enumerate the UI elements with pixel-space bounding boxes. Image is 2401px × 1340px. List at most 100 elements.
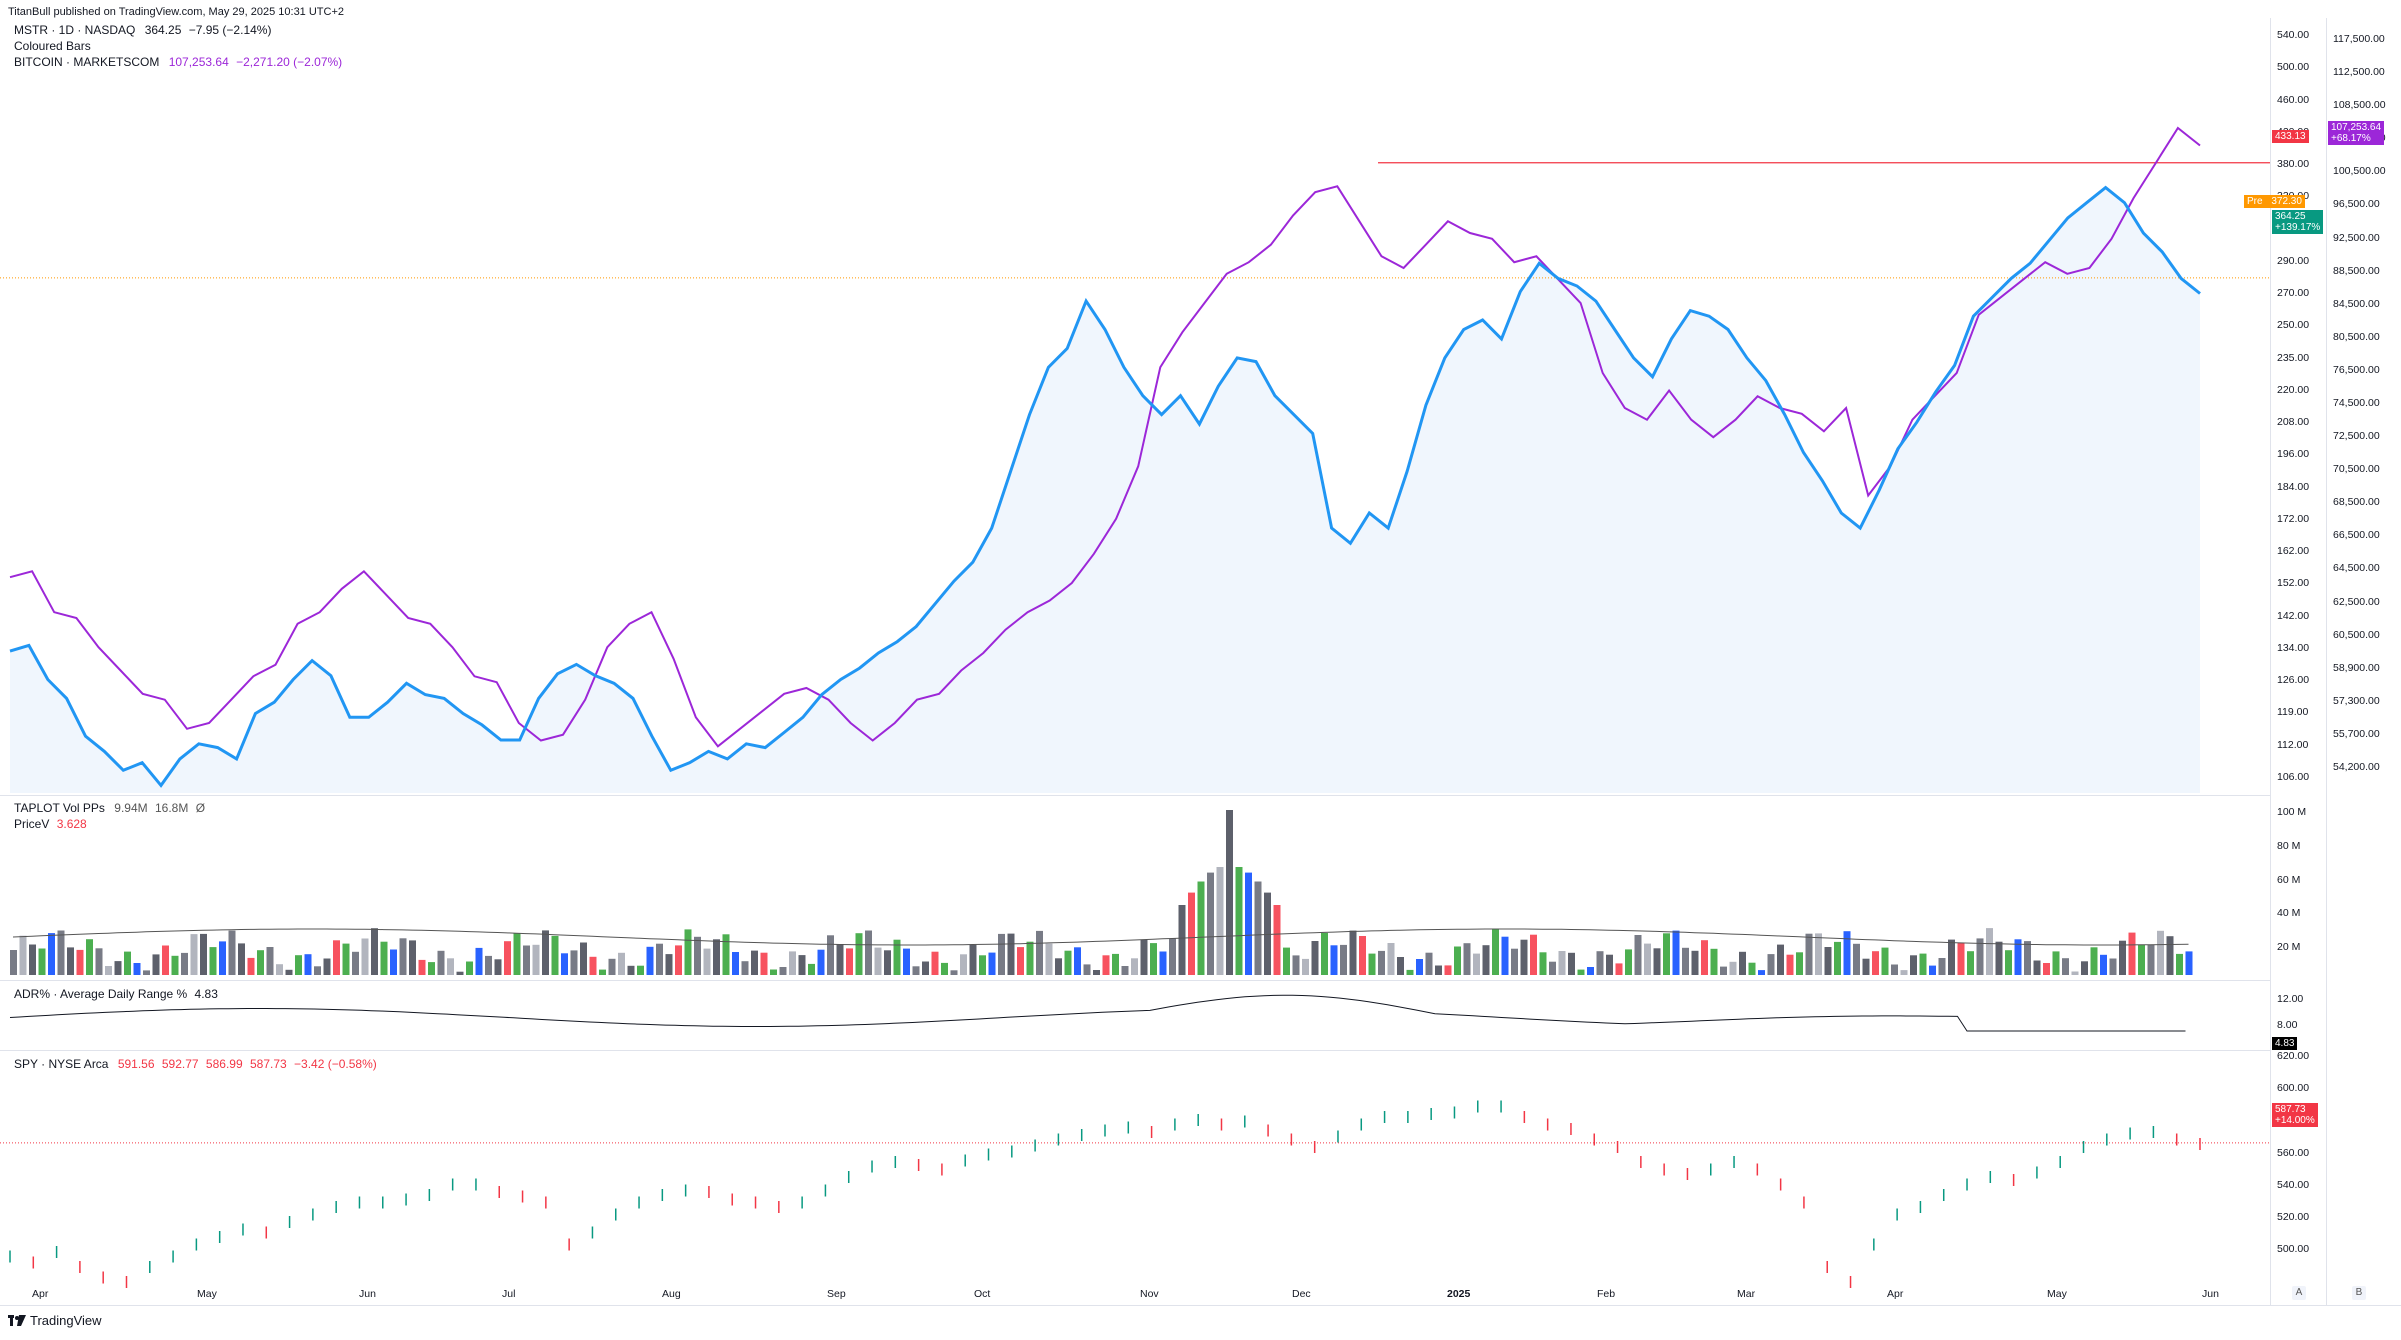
spy-close: 587.73 [249, 1057, 287, 1071]
volume-bar [475, 947, 483, 975]
time-tick-label: Dec [1292, 1288, 1311, 1300]
volume-bar [1359, 936, 1366, 975]
axis-tick-label: 40 M [2277, 907, 2301, 920]
volume-bar [1064, 950, 1072, 975]
volume-bar [1283, 947, 1290, 975]
volume-bar [1292, 955, 1300, 975]
volume-bar [1777, 944, 1784, 975]
axis-tick-label: 55,700.00 [2333, 727, 2380, 740]
volume-bar [1796, 952, 1803, 975]
volume-bar [1929, 965, 1936, 975]
volume-legend[interactable]: TAPLOT Vol PPs 9.94M 16.8M Ø [14, 800, 205, 816]
axis-tick-label: 117,500.00 [2333, 33, 2385, 45]
time-tick-label: Jun [359, 1288, 376, 1300]
volume-bar [1045, 943, 1053, 975]
volume-bar [1644, 943, 1651, 975]
volume-bar [2128, 932, 2136, 975]
adr-value: 4.83 [194, 987, 218, 1001]
adr-legend[interactable]: ADR% · Average Daily Range % 4.83 [14, 986, 218, 1002]
btc-price-line[interactable] [9, 126, 2201, 748]
volume-bar [979, 955, 986, 975]
volume-bar [1919, 953, 1927, 975]
overlay-legend[interactable]: BITCOIN · MARKETSCOM 107,253.64 −2,271.2… [14, 54, 342, 70]
volume-bar [29, 944, 36, 975]
volume-chart[interactable] [0, 795, 2270, 980]
chart-style-label[interactable]: Coloured Bars [14, 39, 91, 53]
right-price-axis[interactable]: 117,500.00112,500.00108,500.00104,500.00… [2326, 18, 2401, 1305]
pricev-legend[interactable]: PriceV 3.628 [14, 816, 87, 832]
volume-bar [599, 969, 606, 975]
volume-bar [124, 951, 131, 975]
volume-bar [1824, 947, 1832, 975]
volume-bar [532, 944, 540, 975]
pane-separator[interactable] [0, 980, 2401, 981]
tradingview-logo[interactable]: TradingView [8, 1313, 102, 1328]
volume-bar [2024, 941, 2031, 975]
volume-bar [2119, 940, 2126, 975]
volume-bar [57, 930, 65, 975]
volume-bar [1748, 962, 1756, 975]
axis-tick-label: 134.00 [2277, 641, 2310, 654]
volume-v3: Ø [195, 801, 206, 815]
auto-scale-button-a[interactable]: A [2292, 1286, 2306, 1300]
volume-bar [922, 961, 929, 975]
volume-bar [941, 962, 948, 975]
axis-tick-label: 152.00 [2277, 577, 2310, 590]
adr-chart[interactable] [0, 980, 2270, 1050]
time-tick-label: Sep [827, 1288, 846, 1300]
time-axis[interactable]: Apr May Jun Jul Aug Sep Oct Nov Dec 2025 Feb Mar Apr… [0, 1284, 2270, 1304]
mstr-price-line[interactable] [9, 185, 2201, 788]
time-tick-label: Mar [1737, 1288, 1756, 1300]
volume-bar [1235, 867, 1243, 975]
axis-tick-label: 60,500.00 [2333, 628, 2380, 641]
volume-bar [266, 947, 274, 975]
volume-bar [371, 928, 378, 975]
axis-tick-label: 500.00 [2277, 1243, 2310, 1255]
volume-bar [2033, 960, 2041, 975]
tradingview-logo-text: TradingView [30, 1313, 102, 1328]
spy-legend[interactable]: SPY · NYSE Arca 591.56 592.77 586.99 587… [14, 1056, 377, 1072]
volume-bar [893, 939, 901, 975]
volume-bar [1463, 943, 1471, 975]
volume-bar [637, 965, 644, 975]
volume-bar [390, 949, 397, 975]
volume-bar [1112, 953, 1119, 975]
volume-bar [1634, 935, 1642, 975]
volume-bar [760, 952, 768, 975]
volume-bar [162, 945, 169, 975]
btc-price-pct: +68.17% [2331, 133, 2371, 144]
axis-tick-label: 80 M [2277, 839, 2301, 852]
volume-bar [1739, 951, 1746, 975]
volume-bar [1615, 963, 1623, 975]
volume-bar [1910, 955, 1917, 975]
axis-tick-label: 119.00 [2277, 706, 2309, 719]
volume-bar [551, 935, 559, 975]
axis-tick-label: 64,500.00 [2333, 562, 2380, 575]
volume-bar [95, 948, 103, 975]
volume-bar [513, 933, 521, 975]
time-tick-label: Nov [1140, 1288, 1159, 1300]
spy-label: SPY · NYSE Arca [14, 1057, 109, 1071]
premarket-tag-value: 372.30 [2271, 196, 2302, 207]
volume-bar [1207, 872, 1214, 975]
volume-bar [2014, 939, 2022, 975]
volume-bar [247, 957, 255, 975]
volume-bar [143, 970, 150, 975]
pane-separator[interactable] [0, 795, 2401, 796]
spy-chart[interactable] [0, 1050, 2270, 1305]
main-legend-symbol[interactable]: MSTR · 1D · NASDAQ 364.25 −7.95 (−2.14%) [14, 22, 271, 38]
axis-tick-label: 112.00 [2277, 738, 2309, 751]
volume-bar [19, 935, 27, 975]
volume-bar [304, 954, 312, 975]
volume-bar [1188, 892, 1195, 975]
auto-scale-button-b[interactable]: B [2352, 1286, 2366, 1300]
main-price-chart[interactable] [0, 18, 2270, 793]
volume-bar [1121, 966, 1129, 975]
volume-bar [466, 961, 473, 975]
volume-bar [456, 971, 464, 975]
pane-separator[interactable] [0, 1050, 2401, 1051]
volume-bar [608, 958, 616, 975]
spy-tag-value: 587.73 [2275, 1104, 2306, 1115]
volume-bar [428, 962, 435, 975]
volume-bar [1159, 951, 1167, 975]
